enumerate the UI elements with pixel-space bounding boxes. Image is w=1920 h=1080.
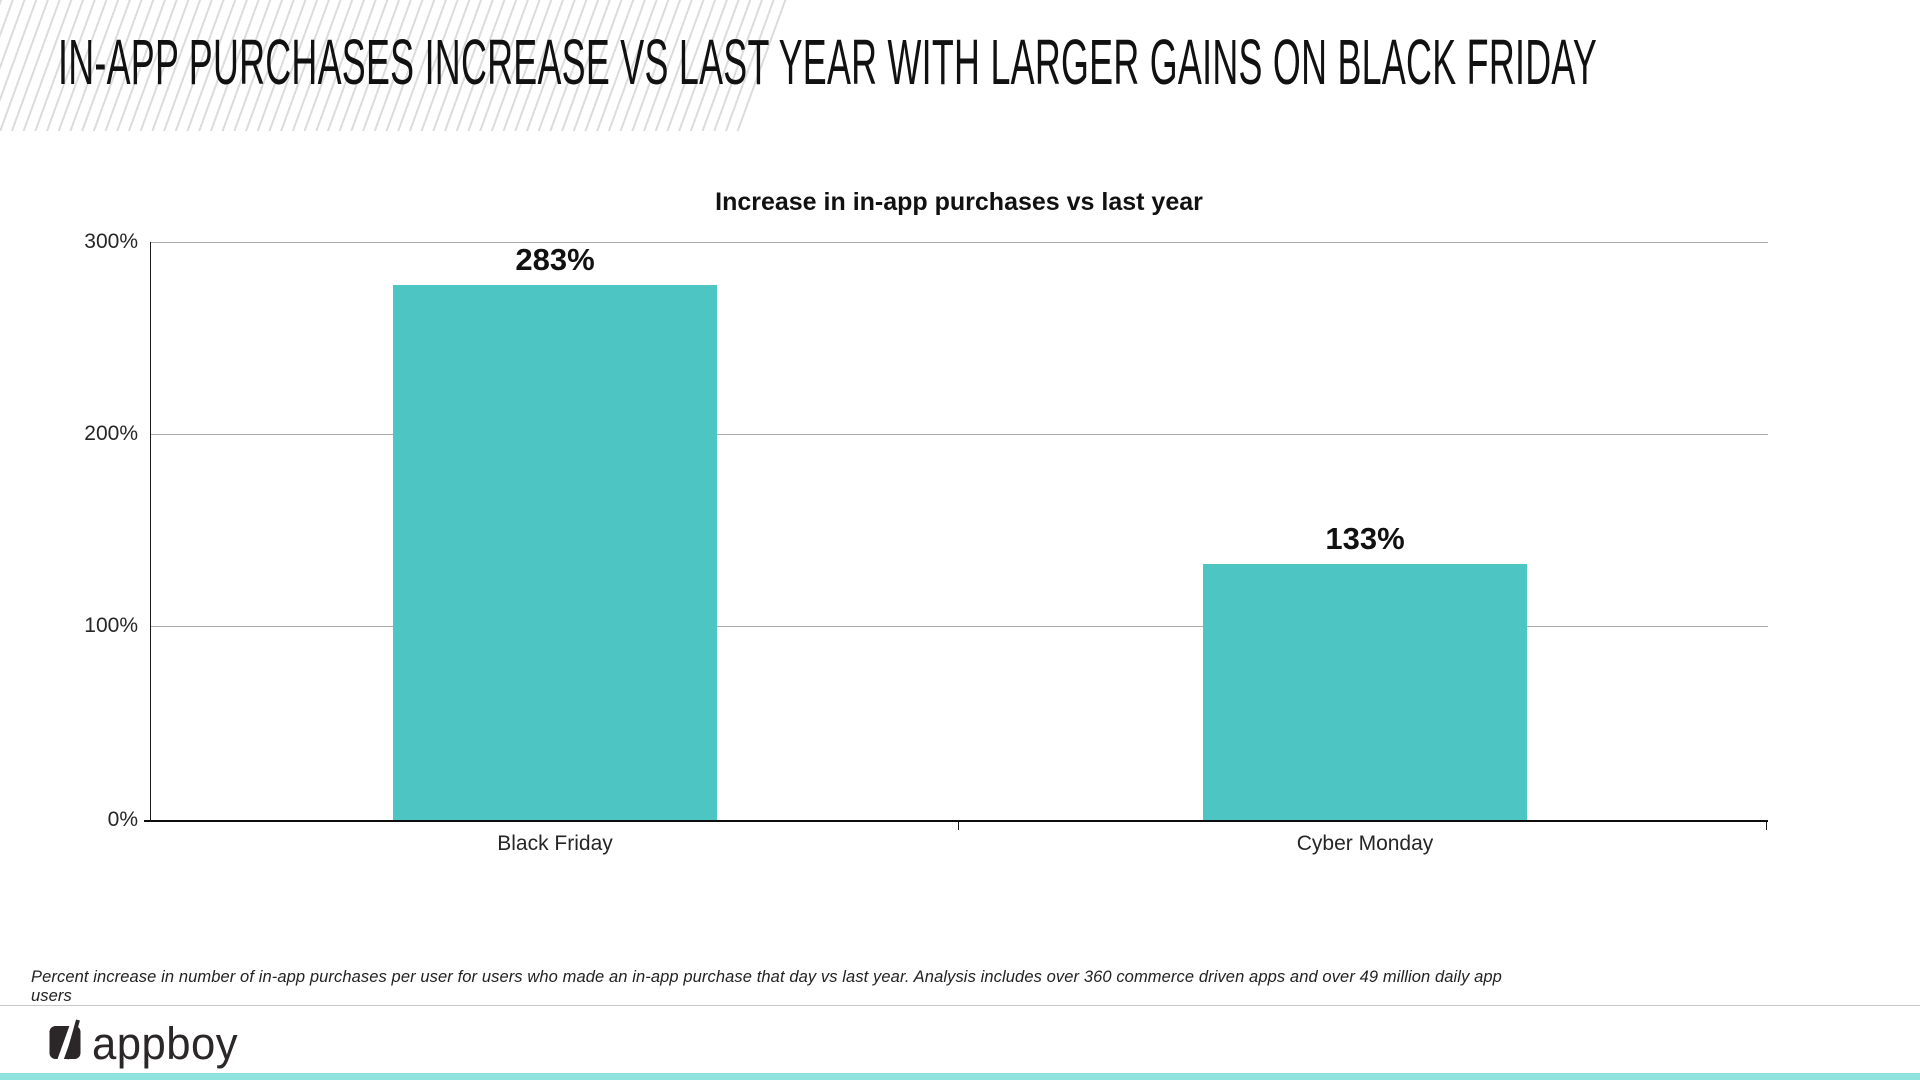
chart-title: Increase in in-app purchases vs last yea… [715,188,1203,216]
x-axis-tick [958,822,959,830]
footer-divider [0,1005,1920,1006]
category-label-black-friday: Black Friday [497,832,613,855]
bar-black-friday [393,285,717,820]
footnote-text: Percent increase in number of in-app pur… [31,968,1502,1005]
gridline-100 [150,626,1768,627]
y-tick-label-100: 100% [84,614,138,637]
title-hatch-background [0,0,795,131]
appboy-wordmark: appboy [92,1018,239,1069]
appboy-logo-icon [49,1019,81,1063]
y-tick-label-0: 0% [107,808,138,831]
bottom-accent-strip [0,1073,1920,1080]
bar-column-cyber-monday: 133% [1203,242,1527,820]
y-tick-label-200: 200% [84,422,138,445]
category-label-cyber-monday: Cyber Monday [1296,832,1434,855]
bar-value-label: 283% [515,242,595,277]
x-axis-tick [1766,822,1767,830]
gridline-200 [150,434,1768,435]
x-axis-line [144,820,1768,822]
bar-cyber-monday [1203,563,1527,820]
y-axis-line [150,242,151,822]
plot-area: 283% 133% [150,242,1768,820]
bar-value-label: 133% [1325,520,1405,556]
y-tick-label-300: 300% [84,230,138,253]
slide-title: IN-APP PURCHASES INCREASE VS LAST YEAR W… [58,26,1598,98]
gridline-300 [150,242,1768,243]
bar-column-black-friday: 283% [393,242,717,820]
